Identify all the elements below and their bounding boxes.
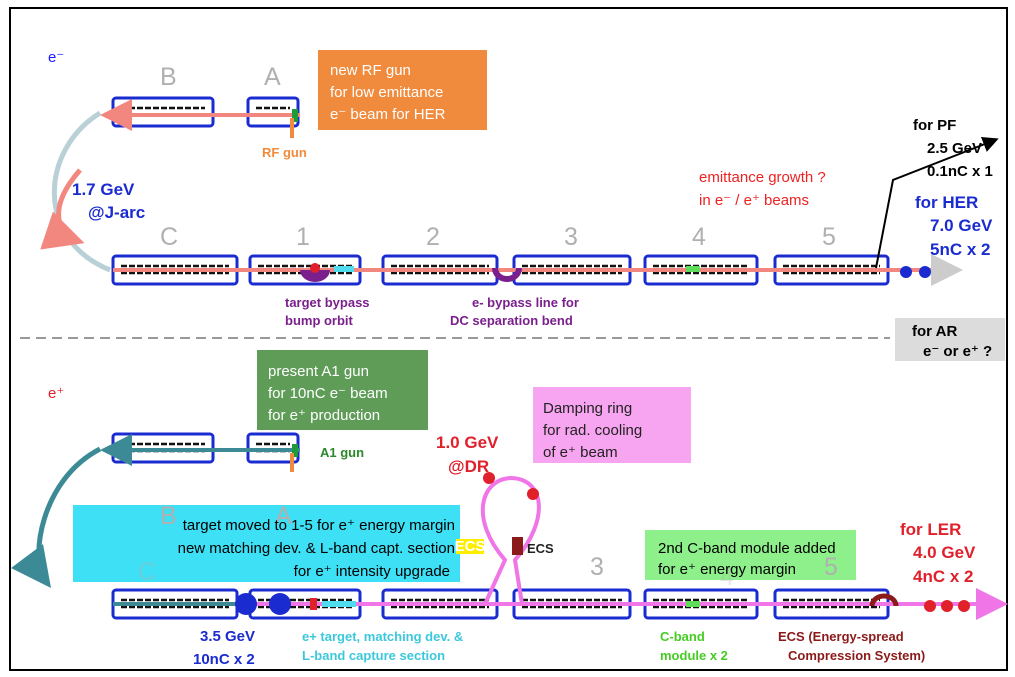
section: A: [275, 502, 292, 530]
note: bump orbit: [285, 313, 354, 328]
note: 1.0 GeV: [436, 433, 499, 452]
a1-box: [257, 350, 428, 430]
note: L-band capture section: [302, 648, 445, 663]
note: for low emittance: [330, 84, 443, 101]
section: B: [160, 502, 177, 530]
note: 4.0 GeV: [913, 543, 976, 562]
cband-box: [645, 530, 856, 580]
note: for e⁺ production: [268, 407, 380, 424]
note: new matching dev. & L-band capt. section: [178, 540, 455, 557]
note: e⁻ beam for HER: [330, 106, 446, 123]
rf-box: [318, 50, 487, 130]
note: Damping ring: [543, 400, 632, 417]
note: Compression System): [788, 648, 925, 663]
bunch: [919, 266, 931, 278]
damping-ring: [480, 475, 541, 605]
section: 5: [824, 553, 838, 581]
note: A1 gun: [320, 445, 364, 460]
note: for 10nC e⁻ beam: [268, 385, 388, 402]
bunch: [235, 593, 257, 615]
note: 1.7 GeV: [72, 180, 135, 199]
note: 2nd C-band module added: [658, 540, 836, 557]
section: 3: [564, 223, 578, 251]
bump: [300, 270, 330, 282]
bunch: [924, 600, 936, 612]
note: ECS: [455, 538, 486, 555]
target: [310, 263, 320, 273]
note: for rad. cooling: [543, 422, 642, 439]
bunch: [269, 593, 291, 615]
note: for LER: [900, 520, 961, 539]
bunch: [941, 600, 953, 612]
capture: [334, 266, 354, 272]
ar-box: [895, 318, 1005, 361]
note: 2.5 GeV: [927, 140, 982, 157]
note: 3.5 GeV: [200, 628, 255, 645]
target: [310, 598, 317, 610]
section: 5: [822, 223, 836, 251]
pf-arrow: [875, 136, 999, 269]
dot: [483, 472, 495, 484]
section: 4: [720, 563, 734, 591]
note: module x 2: [660, 648, 728, 663]
ecs-red: [512, 537, 523, 555]
section: C: [138, 558, 156, 586]
bunch: [900, 266, 912, 278]
note: 7.0 GeV: [930, 216, 993, 235]
note: for e⁺ energy margin: [658, 561, 796, 578]
cband: [686, 266, 700, 272]
gun-mark: [292, 109, 298, 122]
note: DC separation bend: [450, 313, 573, 328]
note: e+ target, matching dev. &: [302, 629, 463, 644]
section: C: [160, 223, 178, 251]
note: target bypass: [285, 295, 370, 310]
frame: [9, 7, 1008, 671]
note: 5nC x 2: [930, 240, 990, 259]
label: e⁻: [48, 49, 64, 66]
section: A: [264, 63, 281, 91]
note: in e⁻ / e⁺ beams: [699, 192, 809, 209]
note: e⁻ or e⁺ ?: [923, 343, 992, 360]
note: 4nC x 2: [913, 567, 973, 586]
dot: [527, 488, 539, 500]
j-arc: [51, 110, 111, 273]
note: 0.1nC x 1: [927, 163, 993, 180]
note: for e⁺ intensity upgrade: [294, 563, 450, 580]
note: e- bypass line for: [472, 295, 579, 310]
section: 1: [296, 223, 310, 251]
note: ECS: [527, 541, 554, 556]
section: 3: [590, 553, 604, 581]
cband: [686, 601, 700, 607]
arc: [11, 446, 102, 589]
note: for AR: [912, 323, 957, 340]
note: present A1 gun: [268, 363, 369, 380]
note: 10nC x 2: [193, 651, 255, 668]
note: emittance growth ?: [699, 169, 826, 186]
arc-arrow: [40, 168, 85, 250]
section: 2: [426, 223, 440, 251]
note: ECS (Energy-spread: [778, 629, 904, 644]
ecs-yellow: [456, 539, 484, 554]
section: 4: [692, 223, 706, 251]
bypass: [492, 267, 522, 282]
note: of e⁺ beam: [543, 444, 618, 461]
note: for HER: [915, 193, 978, 212]
note: target moved to 1-5 for e⁺ energy margin: [183, 517, 455, 534]
section: B: [160, 63, 177, 91]
dr-box: [533, 387, 691, 463]
note: @J-arc: [88, 203, 145, 222]
target-box: [73, 505, 460, 582]
capture: [322, 601, 356, 607]
note: C-band: [660, 629, 705, 644]
bunch: [958, 600, 970, 612]
note: new RF gun: [330, 62, 411, 79]
module: [111, 96, 215, 128]
note: @DR: [448, 457, 489, 476]
ecs: [869, 593, 899, 607]
note: RF gun: [262, 145, 307, 160]
gun-mark: [292, 444, 298, 457]
label: e⁺: [48, 385, 64, 402]
note: for PF: [913, 117, 956, 134]
